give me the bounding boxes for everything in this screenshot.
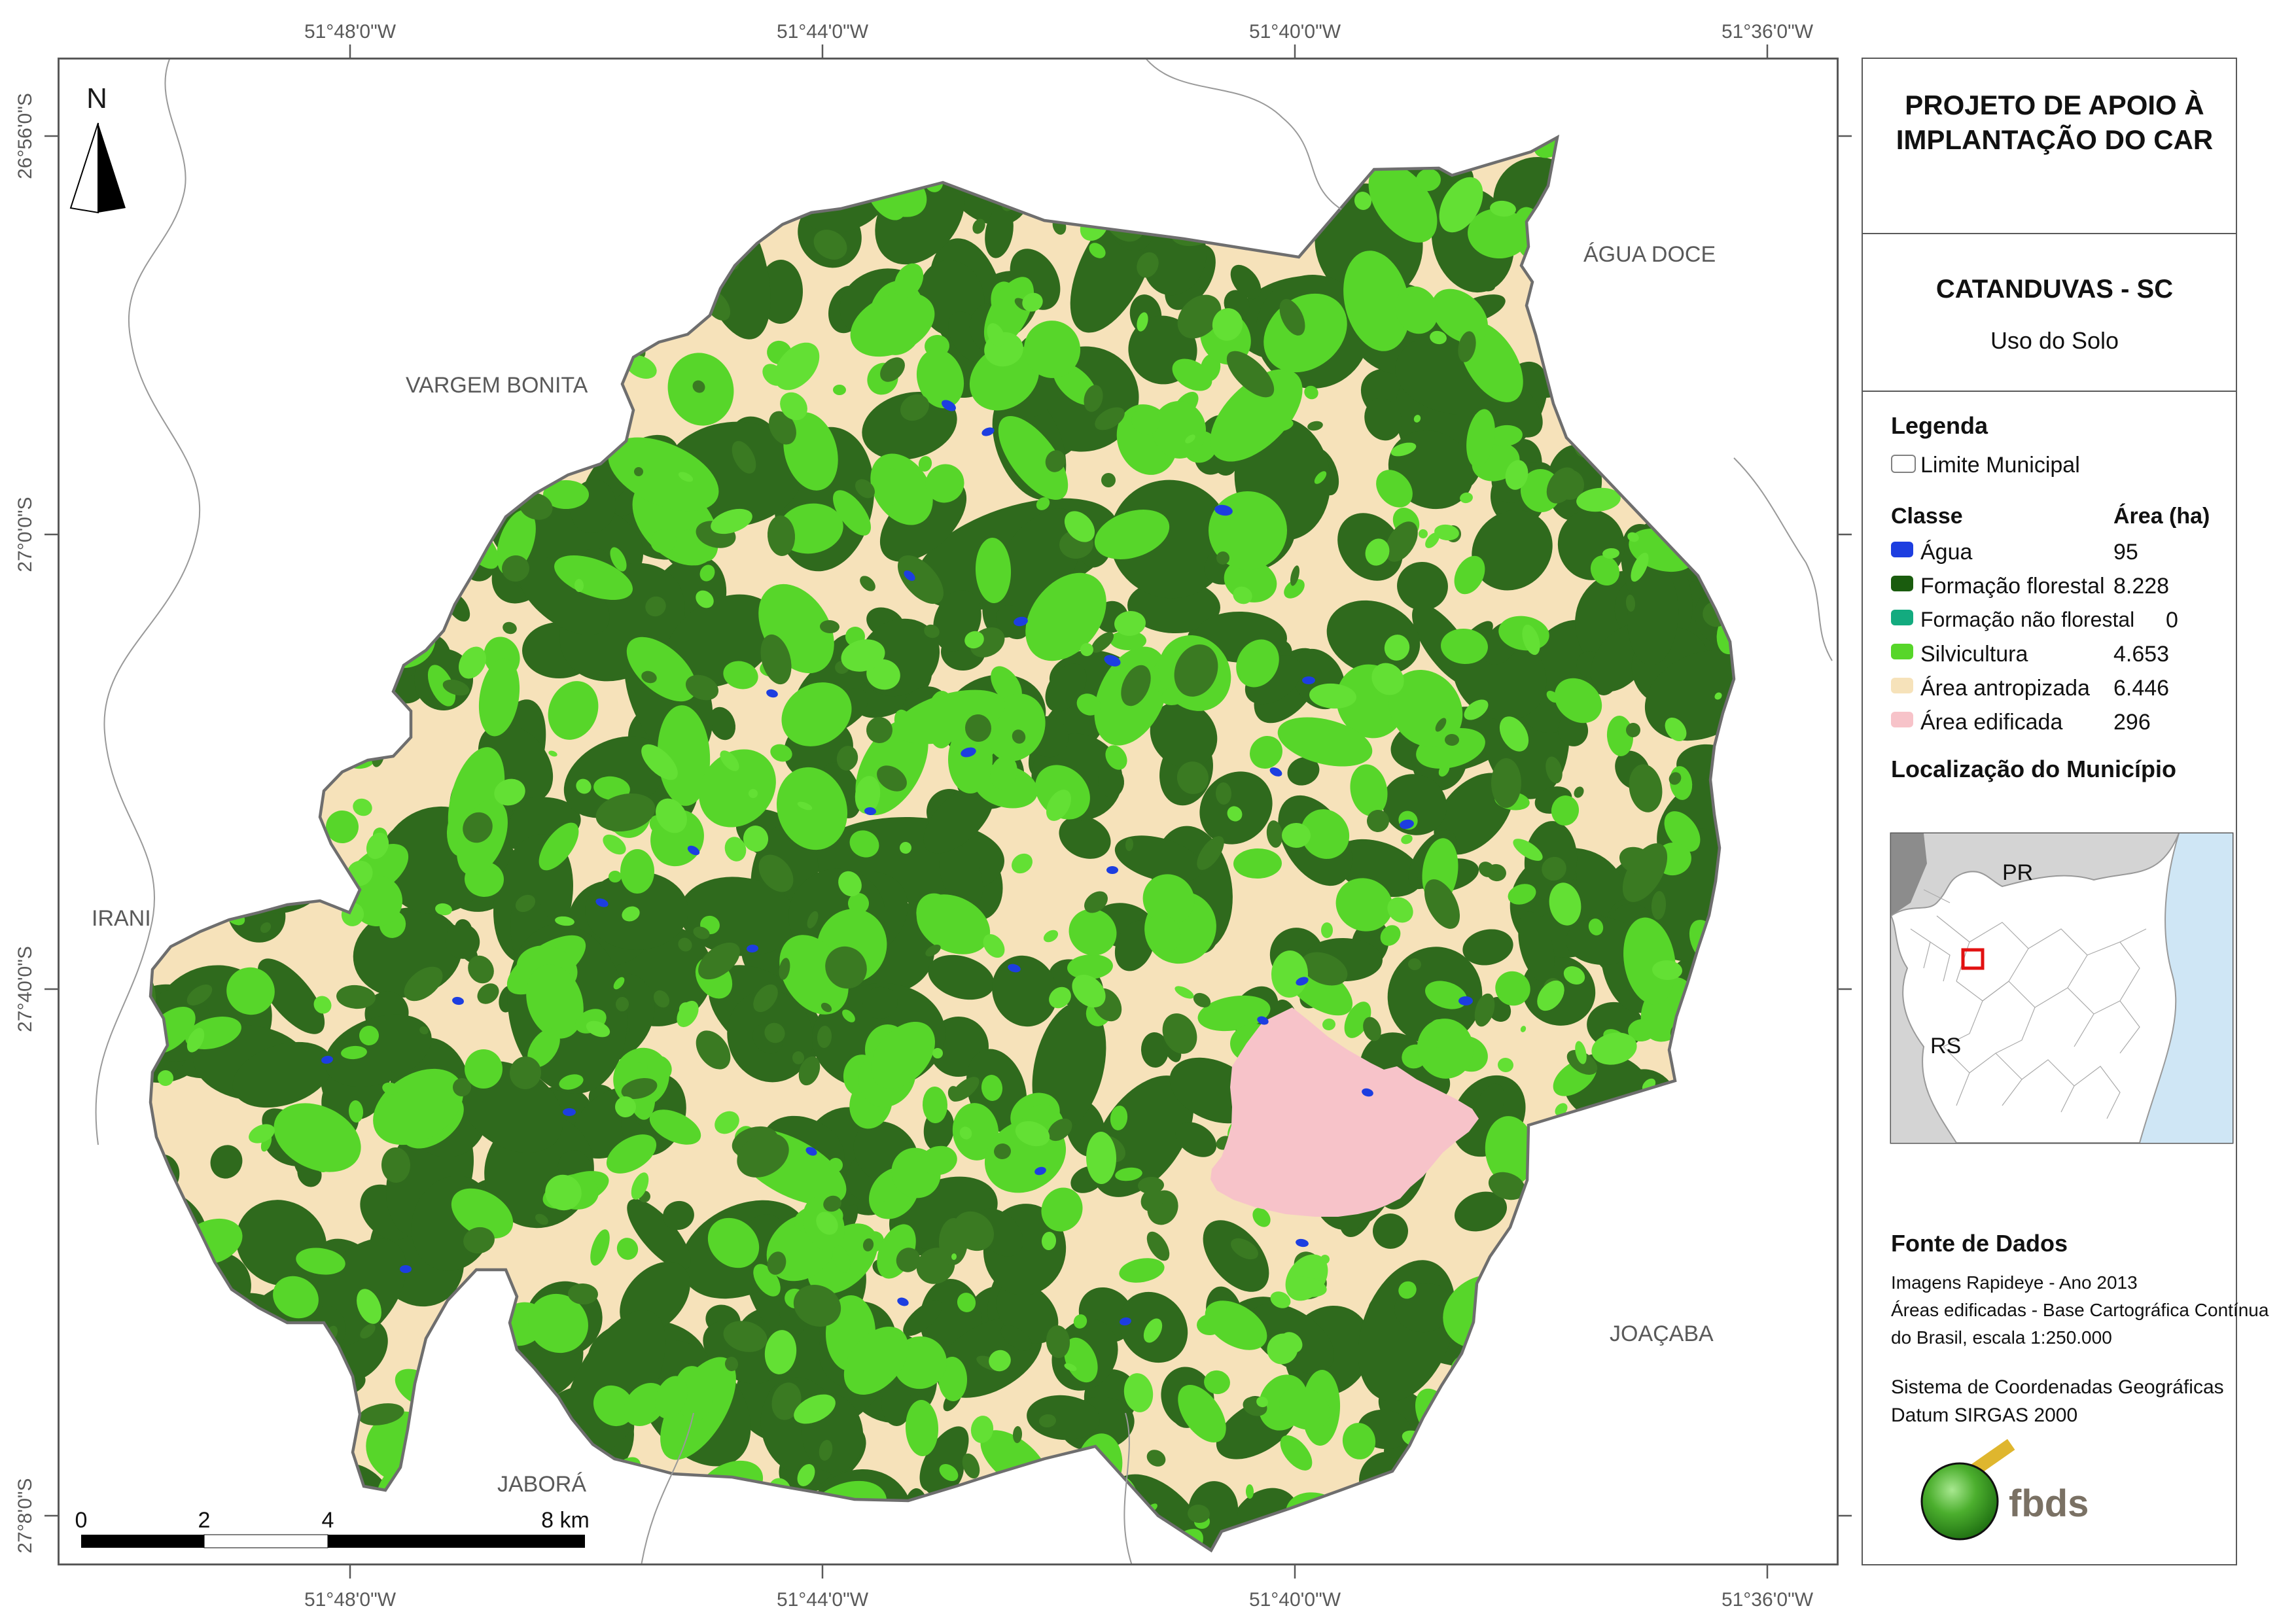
svg-text:fbds: fbds	[2009, 1482, 2089, 1525]
